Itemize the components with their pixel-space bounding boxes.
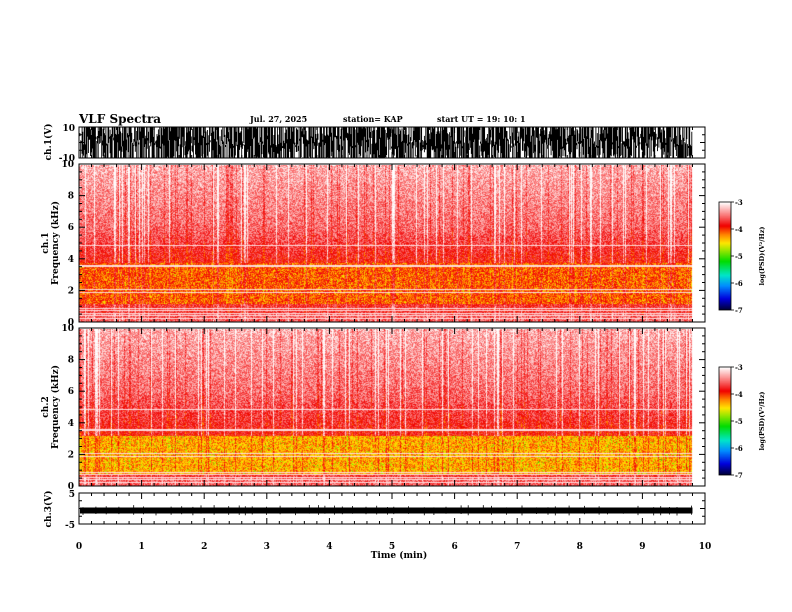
date-label: Jul. 27, 2025 [249,114,307,124]
time-xlabel: Time (min) [371,550,428,561]
ytick-label: 4 [68,419,74,429]
ch3-waveform-trace [79,492,705,525]
ch1-volt-ylabel: ch.1(V) [43,124,54,161]
cb2-tick-label: -4 [735,390,743,399]
cb2-tick-label: -3 [735,363,743,372]
ch3-volt-ylabel: ch.3(V) [43,491,54,528]
ch2-colorbar-frame [718,366,732,476]
ch2-colorbar [719,367,731,475]
time-xticks [78,127,706,524]
ytick-label: 8 [68,192,74,202]
ch1-ytick-bottom: -10 [59,154,75,164]
ytick-label: 2 [68,286,74,296]
ch2-spectrogram-image [79,329,693,486]
cb1-tick-label: -7 [735,306,743,315]
ch2-colorbar-ticks: -3 -4 -5 -6 -7 [731,363,743,480]
ch1-colorbar-label: log(PSD)(V²/Hz) [758,227,766,286]
station-label: station= KAP [343,114,403,124]
cb1-tick-label: -4 [735,225,743,234]
cb2-tick-label: -7 [735,471,743,480]
ytick-label: 10 [61,160,74,170]
ch2-colorbar-label: log(PSD)(V²/Hz) [758,392,766,451]
xtick-label-7: 7 [514,542,520,552]
ch1-spectrogram-frame [78,163,706,323]
ch3-ytick-bottom: -5 [65,521,75,531]
ytick-label: 10 [61,324,74,334]
cb1-tick-label: -6 [735,279,743,288]
ch2-ylabel-channel: ch.2 [41,396,51,417]
xtick-label-9: 9 [639,542,645,552]
ch3-waveform-spikes [82,505,692,516]
ch1-colorbar [719,202,731,310]
ytick-label: 2 [68,450,74,460]
cb2-tick-label: -6 [735,444,743,453]
cb1-tick-label: -5 [735,252,743,261]
time-xtick-labels: 0 1 2 3 4 5 6 7 8 9 10 [76,542,711,552]
ch1-colorbar-frame [718,201,732,311]
xtick-label-1: 1 [138,542,144,552]
xtick-label-4: 4 [326,542,332,552]
xtick-label-8: 8 [577,542,583,552]
ch2-spectrogram-frame [78,327,706,487]
ytick-label: 4 [68,255,74,265]
ch1-spectrogram-image [79,165,693,322]
xtick-label-2: 2 [201,542,207,552]
xtick-label-5: 5 [389,542,395,552]
ytick-label: 6 [68,387,74,397]
cb2-tick-label: -5 [735,417,743,426]
ch1-ylabel-frequency: Frequency (kHz) [50,201,61,285]
xtick-label-10: 10 [699,542,712,552]
ch2-ylabel-frequency: Frequency (kHz) [50,365,61,449]
ytick-label: 6 [68,223,74,233]
ch3-waveform-band [80,507,693,514]
xtick-label-0: 0 [76,542,82,552]
ch1-ylabel-channel: ch.1 [41,232,51,253]
xtick-label-6: 6 [451,542,457,552]
figure-title: VLF Spectra [78,112,161,126]
ch2-freq-yticks: 0 2 4 6 8 10 [61,324,705,492]
ytick-label: 0 [68,482,74,492]
ch3-ytick-top: 5 [69,490,75,500]
ytick-label: 0 [68,318,74,328]
ch1-freq-yticks: 0 2 4 6 8 10 [61,160,705,328]
ch1-colorbar-ticks: -3 -4 -5 -6 -7 [731,198,743,315]
ytick-label: 8 [68,356,74,366]
ch1-ytick-top: 10 [62,124,75,134]
cb1-tick-label: -3 [735,198,743,207]
xtick-label-3: 3 [264,542,270,552]
ch1-waveform-path [79,127,693,158]
start-time-label: start UT = 19: 10: 1 [437,114,526,124]
